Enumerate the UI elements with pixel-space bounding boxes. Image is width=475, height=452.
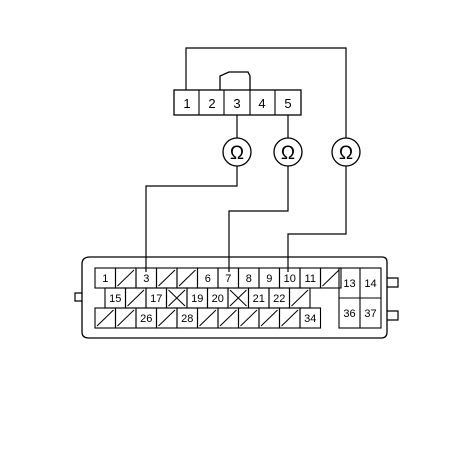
- small-connector-latch: [219, 71, 251, 90]
- wires: [145, 47, 347, 272]
- ecu-pin-label: 10: [284, 273, 296, 285]
- ohm-symbol: Ω: [339, 143, 353, 164]
- ecu-right-block: 13 14 36 37: [338, 267, 382, 329]
- ecu-pin-label: 14: [364, 278, 376, 290]
- ecu-pin-label: 8: [246, 273, 252, 285]
- blank-pin-slash: [158, 269, 176, 287]
- ecu-pin-cell: [288, 287, 311, 309]
- ecu-left-tab: [74, 292, 82, 302]
- wire-pin1-to-meter3: [185, 47, 347, 138]
- ecu-pin-cell: [155, 307, 178, 329]
- ohm-symbol: Ω: [230, 143, 244, 164]
- wire-meter3-to-ecu10: [287, 166, 347, 272]
- ecu-pin-label: 9: [266, 273, 272, 285]
- ecu-right-tab-lower: [387, 310, 399, 321]
- blank-pin-cross: [168, 289, 186, 307]
- ecu-right-tab-upper: [387, 277, 399, 288]
- ohmmeter-circle-icon: [222, 137, 252, 167]
- ecu-connector-housing: [81, 256, 388, 339]
- ecu-pin-cell: [227, 287, 250, 309]
- small-connector-pin-label: 5: [284, 96, 291, 111]
- ecu-pin-label: 37: [364, 308, 376, 320]
- ecu-pin-label: 34: [304, 313, 316, 325]
- ecu-pin-cell: [124, 287, 147, 309]
- ecu-pin-cell: [114, 307, 137, 329]
- ohmmeter: Ω: [331, 137, 361, 167]
- blank-pin-slash: [178, 269, 196, 287]
- small-connector: 1 2 3 4 5: [173, 71, 302, 116]
- blank-pin-slash: [281, 309, 299, 327]
- blank-pin-slash: [199, 309, 217, 327]
- blank-pin-cross: [229, 289, 247, 307]
- ecu-pin-cell: 17: [145, 287, 168, 309]
- ecu-pin-label: 17: [150, 293, 162, 305]
- small-connector-pin-label: 4: [258, 96, 265, 111]
- ecu-pin-cell: 6: [196, 267, 219, 289]
- ecu-pin-cell: 21: [247, 287, 270, 309]
- ecu-pin-label: 22: [273, 293, 285, 305]
- ecu-pin-cell: [114, 267, 137, 289]
- ecu-pin-cell: [319, 267, 342, 289]
- ecu-pin-label: 11: [305, 273, 316, 285]
- ecu-pin-cell: 9: [258, 267, 281, 289]
- ecu-pin-cell: 11: [299, 267, 322, 289]
- blank-pin-slash: [158, 309, 176, 327]
- ecu-pin-cell: 15: [104, 287, 127, 309]
- blank-pin-slash: [117, 269, 135, 287]
- ecu-pin-cell: [237, 307, 260, 329]
- ecu-pin-cell: [278, 307, 301, 329]
- ecu-pin-cell: 26: [135, 307, 158, 329]
- ecu-pin-cell: [165, 287, 188, 309]
- ecu-pin-cell: 8: [237, 267, 260, 289]
- ecu-pin-label: 26: [140, 313, 152, 325]
- blank-pin-slash: [219, 309, 237, 327]
- ecu-pin-cell: 22: [268, 287, 291, 309]
- ecu-pin-label: 13: [343, 278, 355, 290]
- ohmmeter-circle-icon: [273, 137, 303, 167]
- ecu-pin-cell: 1: [94, 267, 117, 289]
- blank-pin-slash: [127, 289, 145, 307]
- wire-meter1-to-ecu3: [145, 166, 238, 272]
- ohmmeter: Ω: [273, 137, 303, 167]
- blank-pin-slash: [240, 309, 258, 327]
- ecu-pin-cell: 34: [299, 307, 322, 329]
- ecu-pin-label: 21: [253, 293, 265, 305]
- blank-pin-slash: [291, 289, 309, 307]
- ecu-pin-cell: [94, 307, 117, 329]
- ohmmeter: Ω: [222, 137, 252, 167]
- blank-pin-slash: [260, 309, 278, 327]
- ecu-pin-cell: [258, 307, 281, 329]
- ecu-pin-label: 6: [205, 273, 211, 285]
- ohm-symbol: Ω: [281, 143, 295, 164]
- blank-pin-slash: [117, 309, 135, 327]
- blank-pin-slash: [96, 309, 114, 327]
- ecu-pin-label: 36: [343, 308, 355, 320]
- ecu-pin-cell: 7: [217, 267, 240, 289]
- ohmmeter-circle-icon: [331, 137, 361, 167]
- ecu-pin-label: 3: [143, 273, 149, 285]
- ecu-pin-label: 19: [191, 293, 203, 305]
- ecu-pin-label: 28: [181, 313, 193, 325]
- small-connector-pin-label: 3: [233, 96, 240, 111]
- ecu-pin-cell: 10: [278, 267, 301, 289]
- ecu-pin-cell: 28: [176, 307, 199, 329]
- ecu-pin-cell: [217, 307, 240, 329]
- ecu-pin-cell: 20: [206, 287, 229, 309]
- ecu-pin-label: 7: [225, 273, 231, 285]
- small-connector-pin-label: 1: [183, 96, 190, 111]
- ecu-pin-cell: 19: [186, 287, 209, 309]
- ecu-pin-cell: [196, 307, 219, 329]
- ecu-pin-cell: [155, 267, 178, 289]
- ecu-pin-label: 1: [102, 273, 108, 285]
- ecu-pin-label: 15: [109, 293, 121, 305]
- wire-meter2-to-ecu7: [228, 166, 289, 272]
- ecu-pin-cell: [176, 267, 199, 289]
- blank-pin-slash: [322, 269, 340, 287]
- small-connector-pin-label: 2: [208, 96, 215, 111]
- ecu-pin-label: 20: [212, 293, 224, 305]
